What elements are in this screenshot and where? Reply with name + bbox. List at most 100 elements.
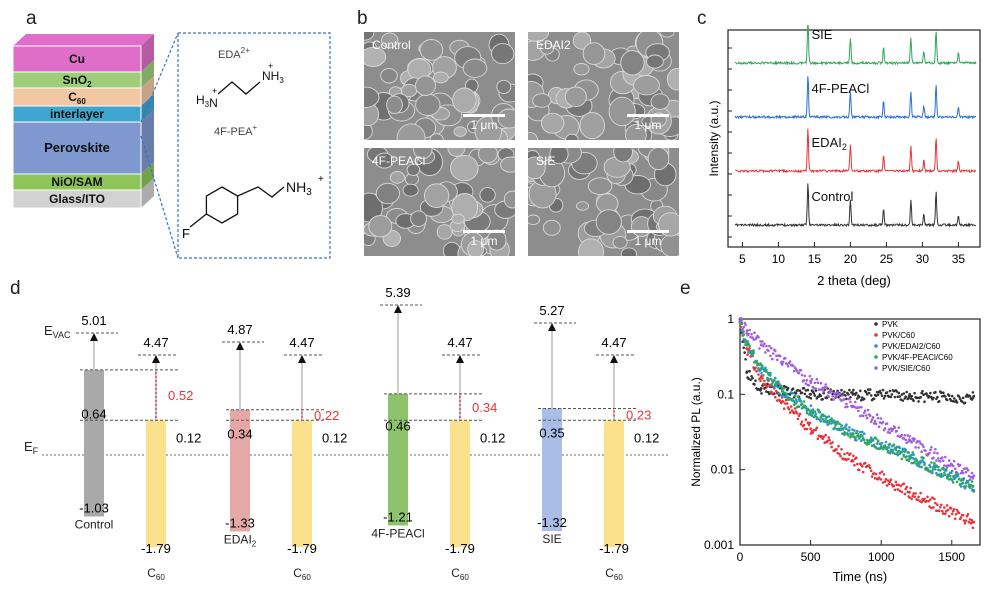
data-point [872, 422, 876, 425]
data-point [837, 427, 840, 431]
data-point [829, 442, 832, 445]
data-point [940, 475, 943, 479]
data-point [787, 407, 791, 411]
sem-grain [462, 58, 488, 78]
data-point [841, 432, 844, 435]
data-point [752, 338, 755, 341]
data-point [903, 434, 907, 437]
vacuum-value: 5.27 [539, 303, 564, 318]
layer-cu: Cu [12, 34, 154, 73]
data-point [744, 323, 747, 327]
data-point [809, 397, 813, 400]
vacuum-value: 5.01 [81, 313, 106, 328]
data-point [878, 389, 882, 393]
data-point [861, 430, 864, 434]
data-point [897, 449, 901, 453]
data-point [741, 340, 744, 343]
data-point [947, 514, 951, 518]
data-point [967, 483, 971, 486]
data-point [827, 395, 830, 398]
data-point [961, 396, 965, 400]
x-tick-label: 1000 [868, 550, 895, 564]
data-point [912, 453, 915, 456]
data-point [874, 394, 878, 397]
data-point [742, 325, 745, 329]
data-point [938, 509, 941, 512]
data-point [757, 373, 760, 376]
data-point [932, 465, 935, 469]
data-point [893, 426, 897, 429]
data-point [846, 451, 849, 455]
data-point [861, 470, 865, 474]
data-point [819, 381, 823, 385]
data-point [798, 397, 802, 401]
data-point [777, 394, 781, 397]
data-point [957, 511, 961, 515]
data-point [879, 391, 883, 395]
data-point [831, 392, 834, 396]
data-point [888, 431, 892, 434]
data-point [896, 453, 900, 457]
data-point [809, 404, 813, 407]
data-point [861, 465, 864, 468]
data-point [821, 417, 824, 421]
data-point [957, 395, 961, 398]
data-point [762, 374, 765, 377]
sem-grain [633, 75, 660, 96]
data-point [800, 373, 804, 377]
data-point [867, 464, 871, 467]
data-point [885, 484, 889, 487]
data-point [900, 433, 904, 437]
data-point [819, 394, 823, 398]
diff-value: 0.22 [314, 408, 339, 423]
data-point [826, 423, 829, 427]
data-point [858, 395, 861, 399]
data-point [800, 391, 804, 395]
data-point [774, 376, 777, 380]
data-point [812, 386, 816, 390]
data-point [804, 389, 808, 392]
sem-grain [396, 123, 426, 140]
data-point [813, 381, 817, 385]
data-point [886, 449, 890, 453]
data-point [885, 446, 889, 449]
data-point [926, 467, 929, 470]
data-point [966, 480, 970, 484]
data-point [768, 377, 771, 381]
c60-mid-value: 0.12 [322, 431, 347, 446]
scale-bar: 1 μm [627, 230, 669, 248]
data-point [893, 488, 897, 492]
data-point [905, 441, 908, 444]
data-point [762, 344, 765, 348]
data-point [797, 405, 801, 408]
data-point [805, 379, 809, 382]
sem-grain [620, 50, 645, 76]
c60-mid-value: 0.12 [480, 431, 505, 446]
data-point [953, 467, 957, 470]
data-point [883, 427, 887, 430]
data-point [806, 388, 810, 392]
data-point [776, 358, 779, 362]
data-point [848, 429, 851, 432]
sem-grain [479, 187, 496, 203]
data-point [870, 475, 874, 478]
data-point [741, 334, 744, 337]
data-point [923, 400, 926, 403]
data-point [880, 394, 884, 398]
data-point [933, 497, 936, 501]
data-point [834, 395, 837, 398]
data-point [878, 421, 882, 424]
data-point [808, 374, 812, 378]
data-point [803, 427, 807, 431]
data-point [845, 423, 848, 426]
data-point [843, 398, 846, 401]
data-point [966, 469, 970, 472]
data-point [905, 390, 908, 394]
data-point [932, 396, 935, 400]
data-point [950, 469, 954, 473]
data-point [764, 351, 767, 354]
panel-label-a: a [26, 8, 37, 29]
data-point [807, 396, 811, 399]
sem-grain [389, 171, 405, 184]
x-tick-label: 0 [737, 550, 744, 564]
